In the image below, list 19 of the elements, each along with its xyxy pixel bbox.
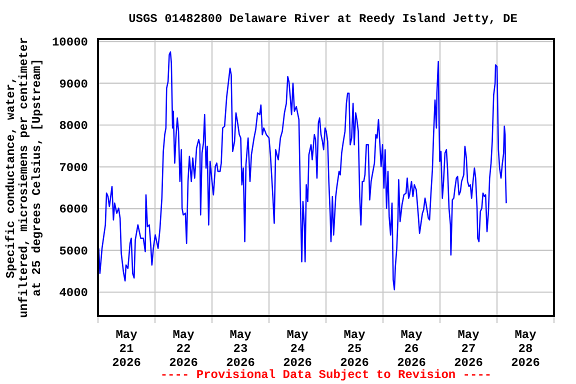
y-tick-label: 10000 xyxy=(52,36,88,50)
y-tick-label: 5000 xyxy=(59,244,88,258)
x-tick-label: May 28 2026 xyxy=(511,328,540,370)
y-tick-label: 4000 xyxy=(59,286,88,300)
text: ---- Provisional Data Subject to Revision ---- xyxy=(160,368,492,382)
y-axis-title: Specific conductance, water, unfiltered, microsiemens per centimeter at 25 degrees Celsius, [Upstream] xyxy=(4,37,44,318)
y-tick-label: 6000 xyxy=(59,202,88,217)
y-tick-label: 7000 xyxy=(59,160,88,175)
y-tick-label: 8000 xyxy=(59,119,88,134)
x-tick-label: May 23 2026 xyxy=(226,328,255,370)
x-tick-label: May 21 2026 xyxy=(112,328,141,370)
x-tick-label: May 24 2026 xyxy=(283,328,312,370)
x-tick-label: May 25 2026 xyxy=(340,328,369,370)
line-series xyxy=(98,51,507,290)
y-tick-label: 9000 xyxy=(59,77,88,92)
chart-title: USGS 01482800 Delaware River at Reedy Island Jetty, DE xyxy=(128,12,518,26)
x-tick-label: May 26 2026 xyxy=(397,328,426,370)
x-tick-label: May 22 2026 xyxy=(169,328,198,370)
x-tick-label: May 27 2026 xyxy=(454,328,483,370)
